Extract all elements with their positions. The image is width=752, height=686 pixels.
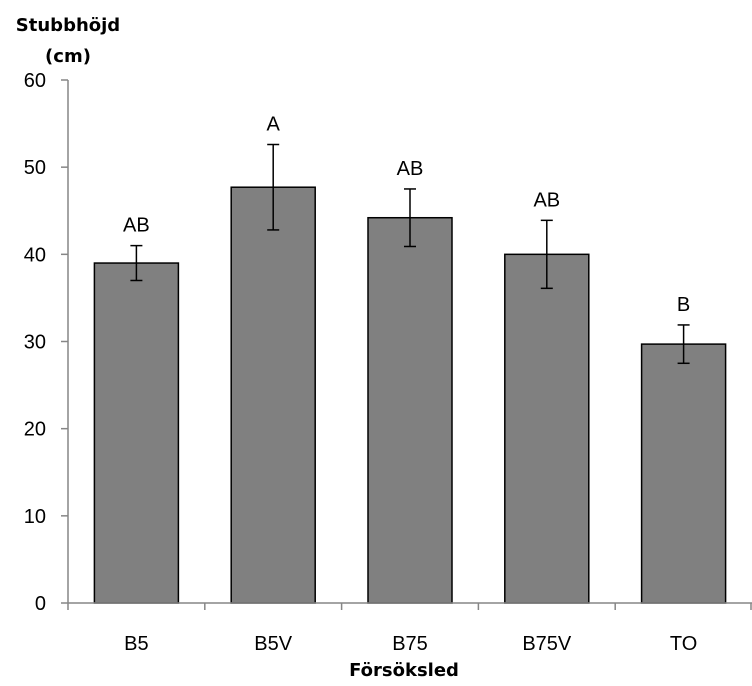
x-axis: B5 B5V B75 B75V TO [67,602,752,655]
x-tick-label: B5V [254,633,292,655]
y-tick-label: 40 [24,244,46,266]
y-tick-label: 60 [24,70,46,92]
bar-b75 [367,216,453,604]
significance-label: A [267,114,281,136]
bars-group: AB A AB AB B [93,114,727,604]
y-tick-label: 30 [24,332,46,354]
x-tick-label: TO [670,633,697,655]
x-tick-label: B75V [522,633,572,655]
bar-b5 [93,262,180,604]
y-tick-label: 50 [24,157,46,179]
significance-label: AB [123,215,150,237]
bar-b5v [230,186,316,604]
bar-b75v [504,253,590,604]
y-tick-label: 0 [35,593,46,615]
bar-to [640,343,727,604]
significance-label: AB [533,189,560,211]
x-tick-label: B5 [124,633,148,655]
y-axis-title-line-1: Stubbhöjd [16,15,120,36]
x-axis-title: Försöksled [349,660,459,681]
x-tick-label: B75 [392,633,428,655]
y-tick-label: 20 [24,419,46,441]
significance-label: AB [397,158,424,180]
significance-label: B [677,294,690,316]
y-axis-title-line-2: (cm) [45,46,91,67]
y-tick-label: 10 [24,506,46,528]
y-axis: 0 10 20 30 40 50 60 [24,70,69,615]
